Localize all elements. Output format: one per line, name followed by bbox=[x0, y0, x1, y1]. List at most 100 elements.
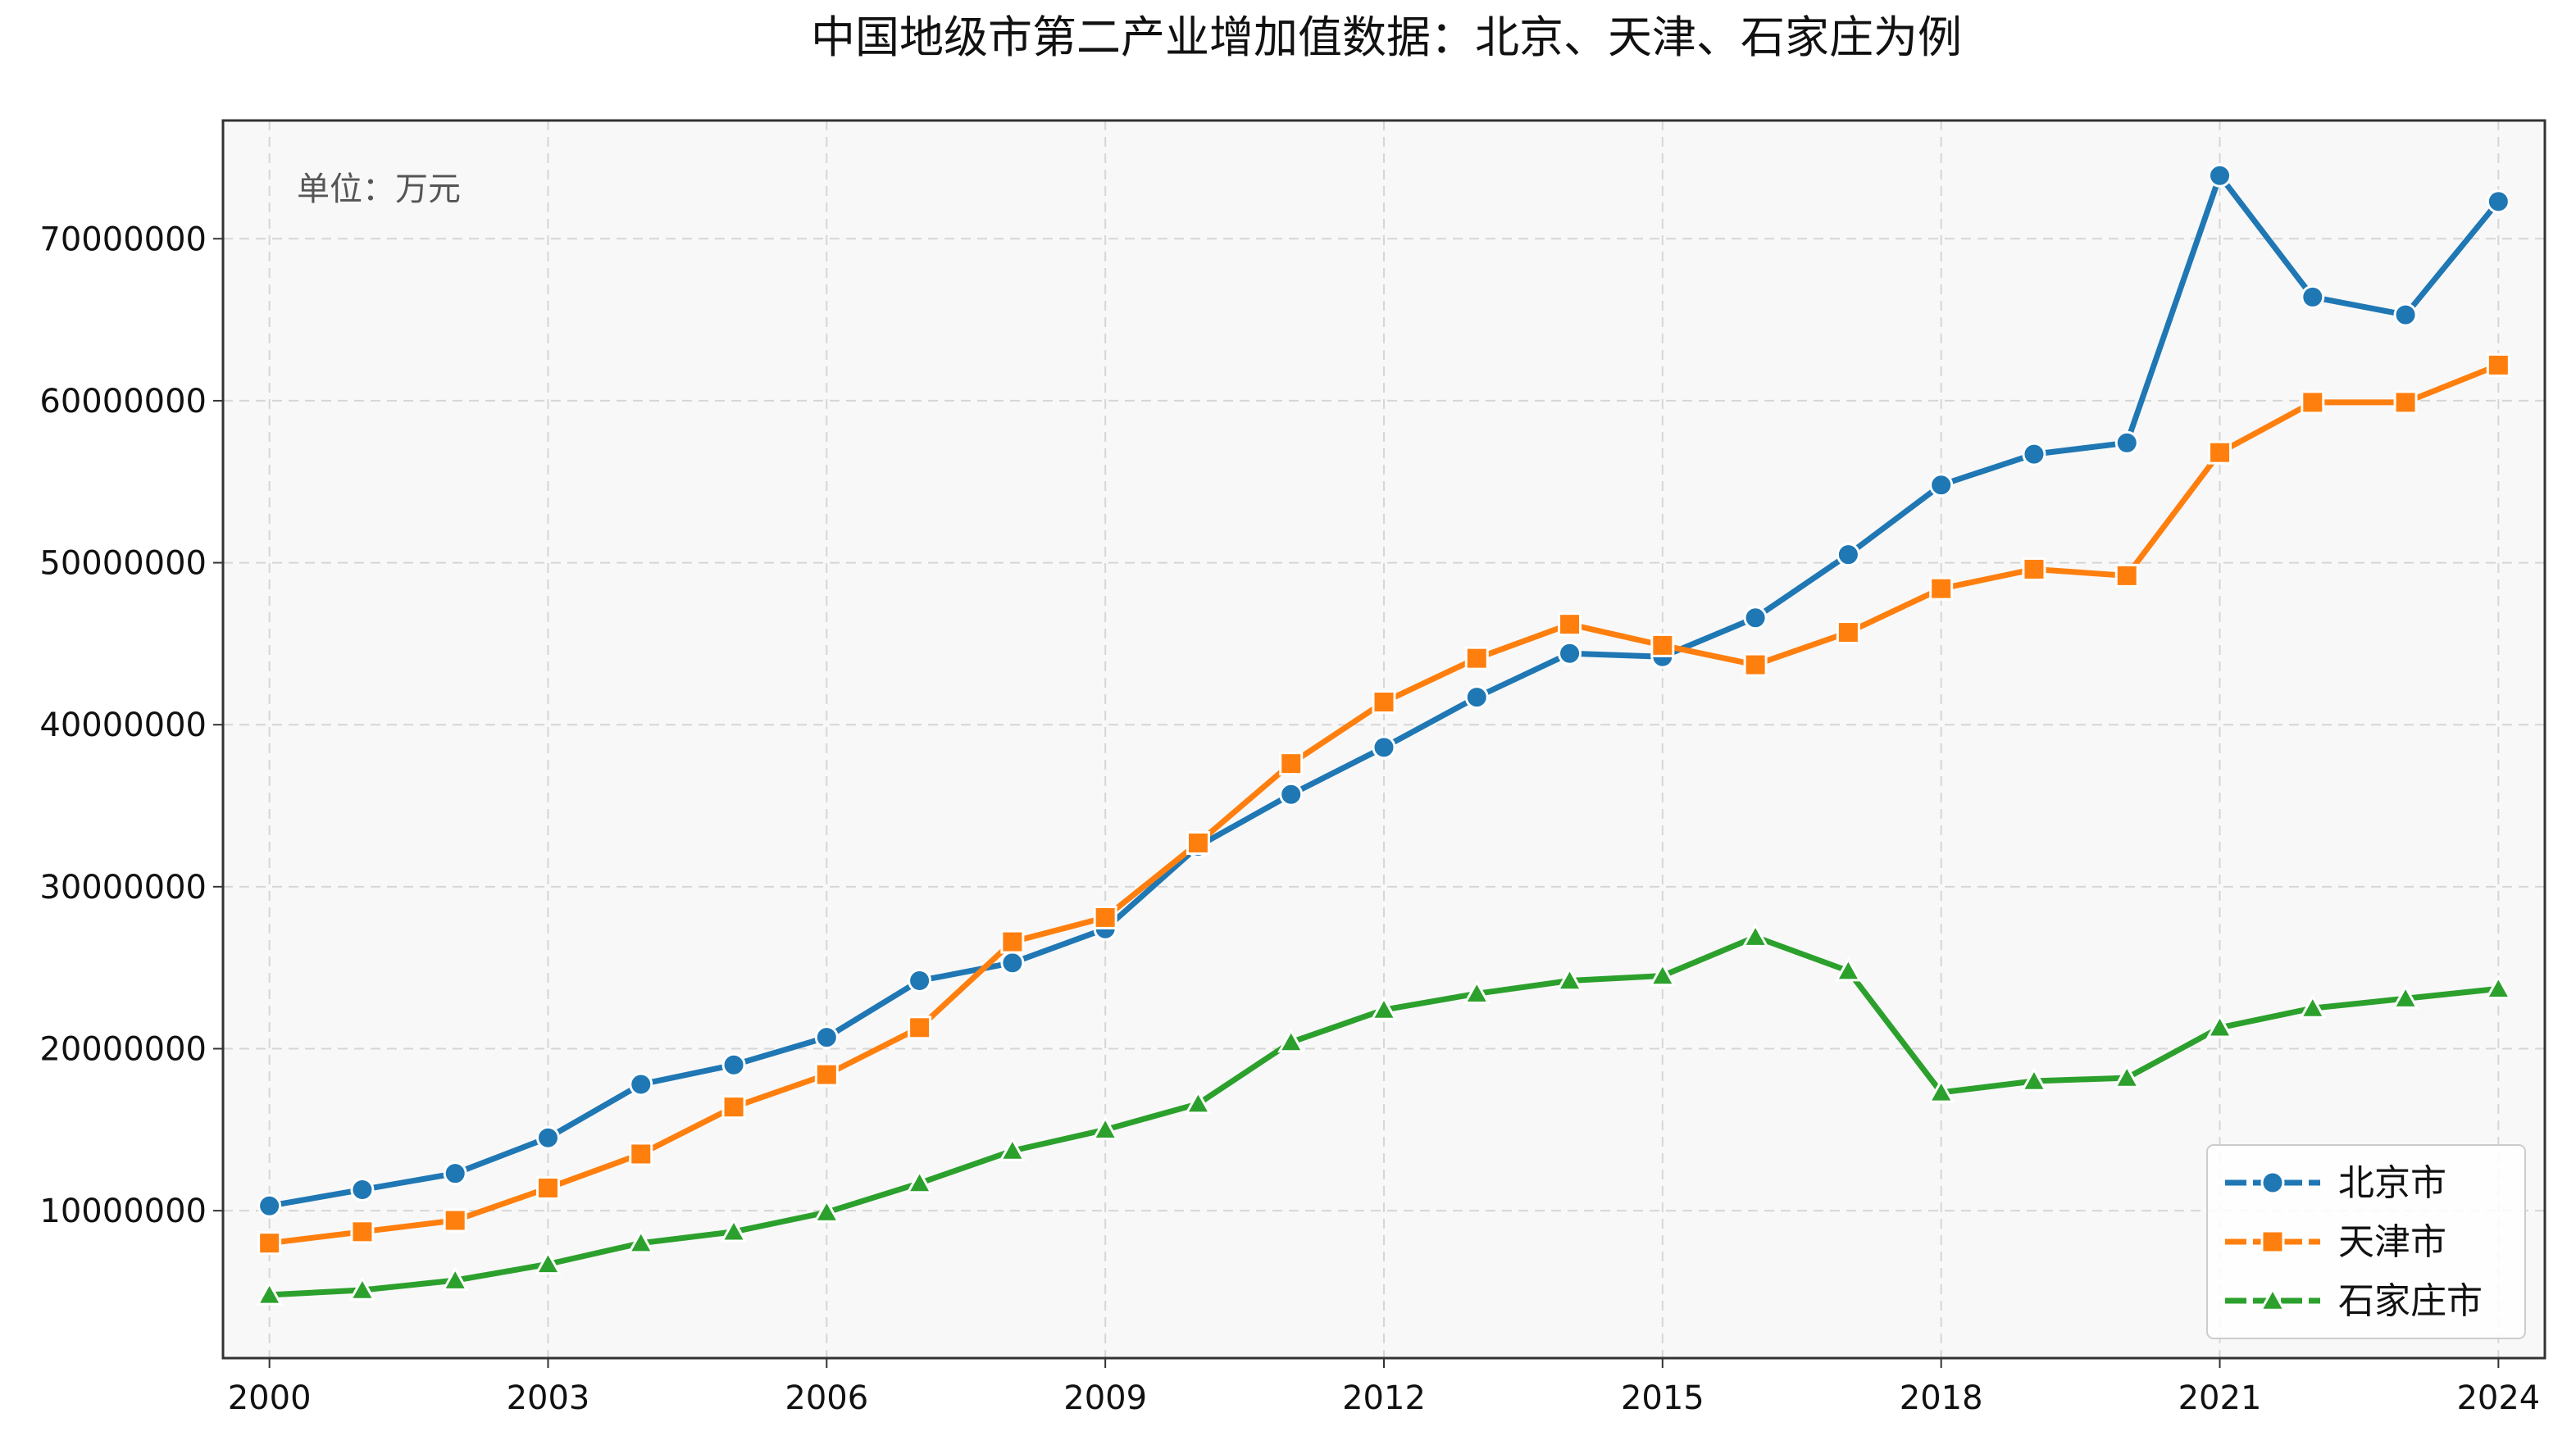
legend-box bbox=[2206, 1144, 2526, 1339]
data-point bbox=[443, 1208, 467, 1233]
y-tick-label: 40000000 bbox=[39, 707, 207, 744]
data-point bbox=[443, 1161, 467, 1186]
data-point bbox=[814, 1062, 839, 1087]
grid bbox=[223, 120, 2545, 1358]
data-point bbox=[721, 1052, 746, 1077]
data-point bbox=[2484, 975, 2512, 1000]
legend-item: 石家庄市 bbox=[2225, 1280, 2483, 1322]
series-layer bbox=[256, 163, 2512, 1306]
data-point bbox=[999, 1136, 1026, 1161]
data-point bbox=[1558, 641, 1582, 666]
data-point bbox=[1741, 923, 1769, 947]
data-point bbox=[2020, 1066, 2048, 1092]
unit-annotation: 单位：万元 bbox=[297, 170, 461, 208]
y-tick-label: 10000000 bbox=[39, 1193, 207, 1230]
data-point bbox=[2393, 302, 2418, 327]
data-point bbox=[2301, 284, 2325, 309]
data-point bbox=[629, 1072, 653, 1097]
data-point bbox=[2393, 390, 2418, 415]
data-point bbox=[1929, 576, 1954, 601]
data-point bbox=[1464, 685, 1489, 710]
data-point bbox=[257, 1193, 282, 1218]
data-point bbox=[2208, 163, 2232, 188]
series-1 bbox=[257, 352, 2510, 1256]
data-point bbox=[1836, 620, 1860, 645]
x-tick-label: 2015 bbox=[1621, 1379, 1704, 1417]
data-point bbox=[1184, 1089, 1212, 1115]
data-point bbox=[1091, 1115, 1119, 1141]
data-point bbox=[2114, 430, 2139, 455]
legend-item: 天津市 bbox=[2225, 1221, 2446, 1263]
y-tick-label: 20000000 bbox=[39, 1031, 207, 1069]
data-point bbox=[1372, 735, 1396, 760]
legend-label: 天津市 bbox=[2338, 1221, 2446, 1263]
data-point bbox=[629, 1142, 653, 1166]
legend-label: 北京市 bbox=[2338, 1162, 2446, 1204]
x-tick-label: 2009 bbox=[1063, 1379, 1147, 1417]
legend-label: 石家庄市 bbox=[2338, 1280, 2483, 1322]
data-point bbox=[535, 1125, 560, 1150]
data-point bbox=[2486, 189, 2510, 214]
data-point bbox=[627, 1229, 655, 1254]
data-point bbox=[908, 1016, 932, 1040]
y-tick-label: 50000000 bbox=[39, 545, 207, 583]
data-point bbox=[2392, 984, 2419, 1009]
data-point bbox=[812, 1198, 840, 1223]
data-point bbox=[906, 1169, 934, 1194]
data-point bbox=[1650, 633, 1675, 657]
data-point bbox=[1929, 473, 1954, 498]
data-point bbox=[2022, 557, 2046, 581]
data-point bbox=[1000, 951, 1025, 975]
data-point bbox=[350, 1220, 375, 1244]
data-point bbox=[720, 1217, 748, 1243]
legend-marker bbox=[2260, 1229, 2285, 1254]
axes: 2000 2003 2006 2009 2012 2015 2018 2021 2024 1000… bbox=[39, 220, 2540, 1417]
data-point bbox=[1556, 966, 1584, 992]
data-point bbox=[2486, 352, 2510, 377]
legend-item: 北京市 bbox=[2225, 1162, 2446, 1204]
x-tick-label: 2012 bbox=[1342, 1379, 1426, 1417]
x-tick-label: 2024 bbox=[2456, 1379, 2540, 1417]
data-point bbox=[535, 1175, 560, 1200]
x-tick-label: 2018 bbox=[1900, 1379, 1983, 1417]
data-point bbox=[2113, 1063, 2141, 1088]
data-point bbox=[1836, 543, 1860, 567]
series-2 bbox=[256, 923, 2512, 1306]
data-point bbox=[1093, 905, 1117, 929]
x-tick-label: 2003 bbox=[507, 1379, 590, 1417]
data-point bbox=[2208, 440, 2232, 465]
data-point bbox=[257, 1231, 282, 1256]
data-point bbox=[350, 1177, 375, 1202]
data-point bbox=[2301, 390, 2325, 415]
data-point bbox=[1834, 956, 1862, 982]
data-point bbox=[1743, 652, 1768, 677]
data-point bbox=[534, 1250, 562, 1275]
x-tick-label: 2006 bbox=[785, 1379, 868, 1417]
y-tick-label: 60000000 bbox=[39, 383, 207, 420]
x-tick-label: 2021 bbox=[2178, 1379, 2262, 1417]
data-point bbox=[256, 1280, 284, 1306]
legend-marker bbox=[2260, 1170, 2285, 1195]
data-point bbox=[1743, 606, 1768, 630]
data-point bbox=[2022, 442, 2046, 466]
x-tick-label: 2000 bbox=[228, 1379, 312, 1417]
data-point bbox=[1649, 961, 1677, 987]
data-point bbox=[1186, 830, 1210, 855]
y-tick-label: 30000000 bbox=[39, 869, 207, 906]
data-point bbox=[908, 968, 932, 993]
chart-title: 中国地级市第二产业增加值数据：北京、天津、石家庄为例 bbox=[811, 11, 1962, 63]
legend-marker bbox=[2259, 1286, 2287, 1311]
data-point bbox=[441, 1266, 469, 1291]
y-tick-label: 70000000 bbox=[39, 220, 207, 258]
data-point bbox=[1370, 995, 1398, 1020]
data-point bbox=[1277, 1028, 1305, 1053]
data-point bbox=[1279, 782, 1304, 807]
data-point bbox=[1372, 690, 1396, 715]
data-point bbox=[1000, 929, 1025, 954]
data-point bbox=[1464, 646, 1489, 670]
data-point bbox=[814, 1025, 839, 1050]
data-point bbox=[2299, 994, 2327, 1019]
data-point bbox=[1279, 752, 1304, 776]
